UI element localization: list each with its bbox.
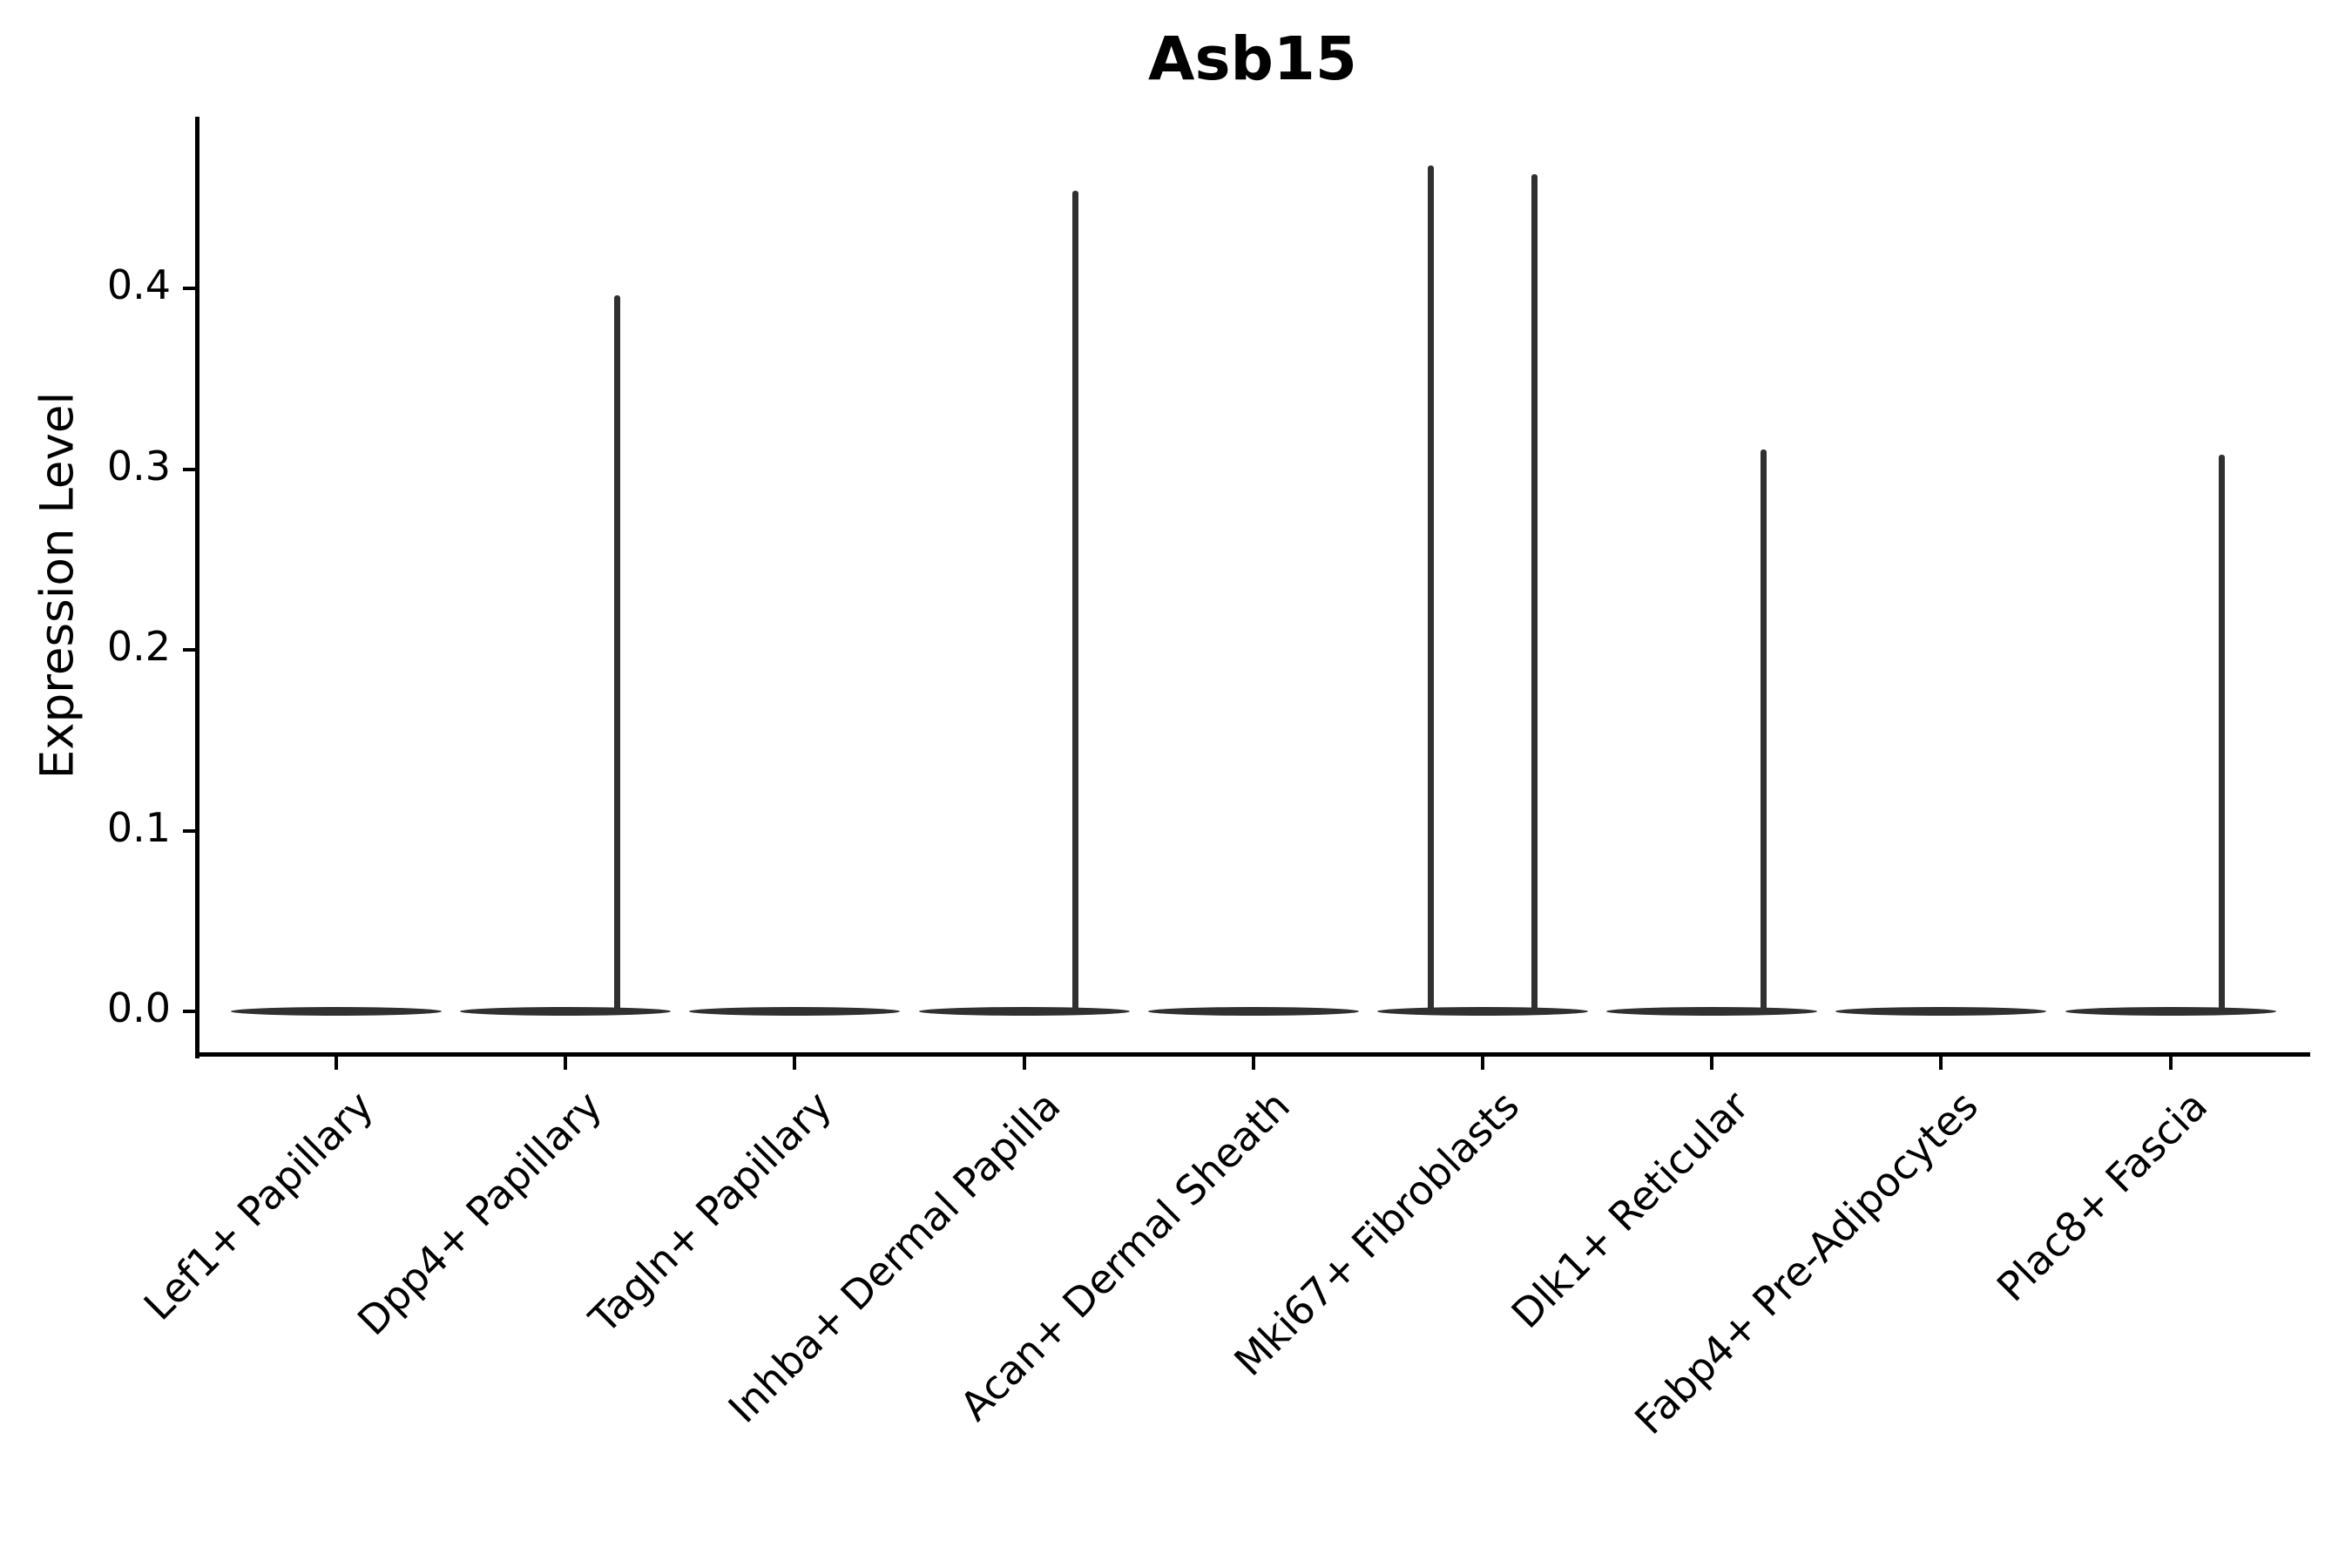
y-tick-mark [183,1010,197,1013]
x-tick-mark [564,1054,568,1070]
x-tick-mark [793,1054,797,1070]
violin-body [460,1007,672,1016]
violin-body [1377,1007,1588,1016]
violin-spike [1428,165,1435,1011]
x-category-label: Tagln+ Papillary [579,1082,841,1342]
y-axis-spine [195,117,199,1058]
violin-body [231,1007,442,1016]
violin-spike [1760,449,1767,1011]
y-tick-label: 0.3 [106,442,171,490]
violin-body [1147,1007,1359,1016]
chart-title: Asb15 [1148,24,1357,94]
violin-spike [1531,174,1538,1011]
y-tick-mark [183,828,197,833]
y-tick-label: 0.2 [106,623,171,670]
y-tick-mark [183,648,197,652]
x-category-label: Lef1+ Papillary [134,1082,382,1329]
y-tick-mark [183,287,197,290]
x-tick-mark [1481,1054,1484,1070]
violin-spike [613,295,620,1011]
violin-body [2065,1007,2276,1016]
x-category-label: Plac8+ Fascia [1987,1082,2216,1311]
x-tick-mark [2168,1054,2173,1070]
x-tick-mark [1710,1054,1714,1070]
violin-body [689,1007,901,1016]
y-tick-label: 0.1 [106,803,171,851]
y-tick-label: 0.0 [106,984,171,1031]
violin-spike [1072,190,1079,1011]
x-tick-mark [1251,1054,1255,1070]
violin-body [918,1007,1130,1016]
x-tick-mark [335,1054,338,1070]
violin-spike [2219,454,2226,1011]
y-tick-label: 0.4 [106,261,171,308]
x-tick-mark [1939,1054,1943,1070]
violin-body [1835,1007,2047,1016]
x-tick-mark [1022,1054,1026,1070]
x-category-label: Dlk1+ Reticular [1502,1082,1758,1338]
violin-body [1606,1007,1818,1016]
x-category-label: Dpp4+ Papillary [348,1082,612,1345]
y-tick-mark [183,467,197,471]
